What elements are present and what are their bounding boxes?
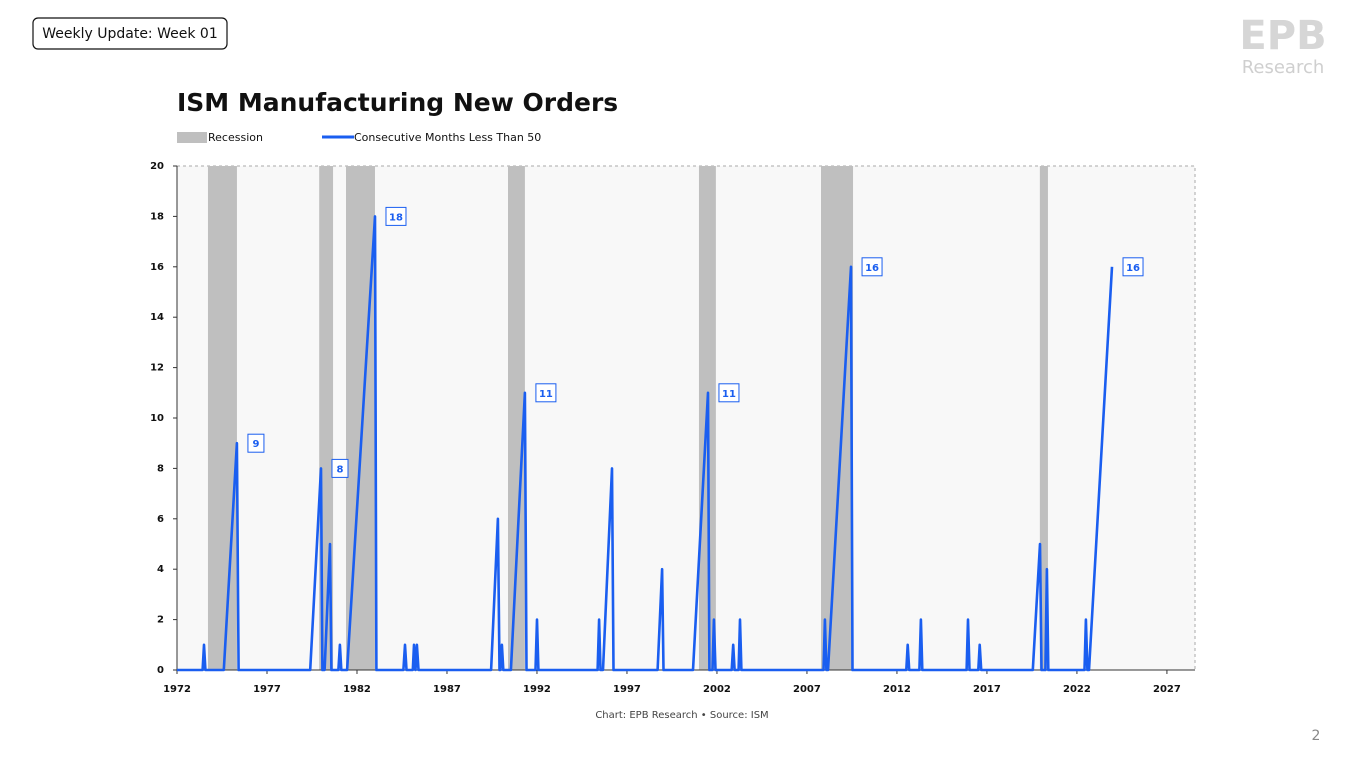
page-number: 2 <box>1312 728 1321 744</box>
value-label: 11 <box>722 389 736 400</box>
legend-label: Recession <box>208 131 263 144</box>
y-tick-label: 0 <box>157 665 164 676</box>
value-label: 9 <box>252 439 259 450</box>
source: Chart: EPB Research • Source: ISM <box>595 710 768 721</box>
recession-band <box>1039 166 1048 670</box>
x-tick-label: 1982 <box>343 684 371 695</box>
y-tick-label: 16 <box>150 262 164 273</box>
logo: EPB <box>1239 13 1326 59</box>
y-tick-label: 12 <box>150 363 164 374</box>
value-label: 16 <box>1126 263 1140 274</box>
value-label-box <box>247 433 265 453</box>
x-tick-label: 2002 <box>703 684 731 695</box>
recession-band <box>207 166 237 670</box>
y-tick-label: 4 <box>157 564 164 575</box>
value-label: 18 <box>389 212 403 223</box>
x-tick-label: 1987 <box>433 684 461 695</box>
value-label-box <box>535 383 557 403</box>
x-tick-label: 2012 <box>883 684 911 695</box>
badge-box <box>32 17 228 50</box>
value-label: 8 <box>337 464 344 475</box>
y-tick-label: 2 <box>157 615 164 626</box>
logo-sub: Research <box>1242 57 1325 78</box>
x-tick-label: 2022 <box>1063 684 1091 695</box>
value-label-box <box>1122 257 1144 277</box>
legend-swatch <box>177 132 207 143</box>
value-label-box <box>718 383 740 403</box>
x-tick-label: 1992 <box>523 684 551 695</box>
data-line <box>177 215 1114 672</box>
value-label-box <box>861 257 883 277</box>
value-label: 11 <box>539 389 553 400</box>
x-tick-label: 2017 <box>973 684 1001 695</box>
x-tick-label: 2007 <box>793 684 821 695</box>
y-tick-label: 10 <box>150 413 164 424</box>
y-tick-label: 14 <box>150 312 164 323</box>
legend-label: Consecutive Months Less Than 50 <box>354 131 541 144</box>
badge: Weekly Update: Week 01 <box>42 26 217 42</box>
value-label-box <box>385 206 407 226</box>
x-tick-label: 2027 <box>1153 684 1181 695</box>
x-tick-label: 1977 <box>253 684 281 695</box>
chart-title: ISM Manufacturing New Orders <box>177 88 618 117</box>
y-tick-label: 18 <box>150 211 164 222</box>
x-tick-label: 1972 <box>163 684 191 695</box>
x-tick-label: 1997 <box>613 684 641 695</box>
value-label-box <box>331 458 349 478</box>
recession-band <box>507 166 525 670</box>
recession-band <box>820 166 854 670</box>
recession-band <box>346 166 375 670</box>
value-label: 16 <box>865 263 879 274</box>
y-tick-label: 6 <box>157 514 164 525</box>
y-tick-label: 8 <box>157 463 164 474</box>
y-tick-label: 20 <box>150 161 164 172</box>
